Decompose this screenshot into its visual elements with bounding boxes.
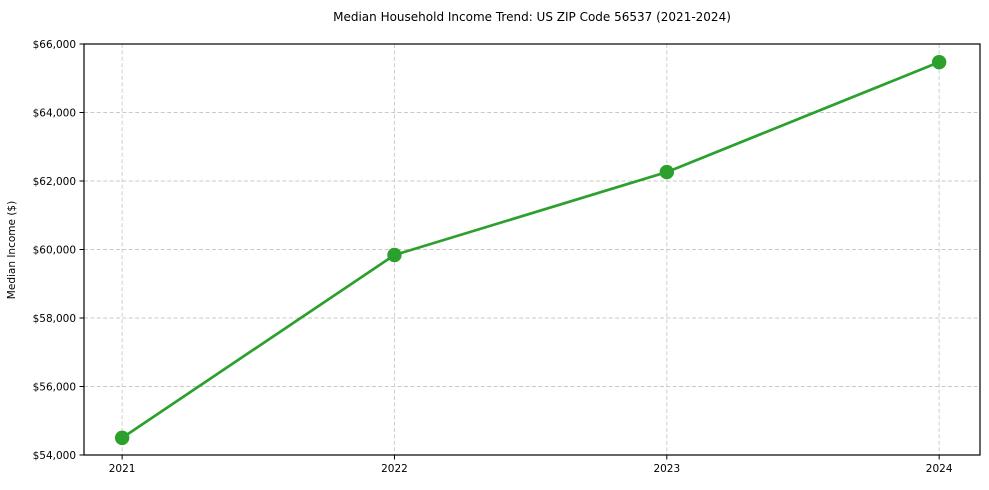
data-point-2021 [114, 430, 130, 446]
x-tick-label: 2024 [926, 463, 953, 475]
y-tick-label: $60,000 [33, 244, 76, 256]
y-tick-label: $56,000 [33, 381, 76, 393]
series-layer [114, 54, 947, 446]
data-point-2022 [387, 247, 402, 263]
tick-layer: $54,000 $56,000 $58,000 $60,000 $62,000 $64,0… [33, 39, 953, 475]
data-point-2023 [659, 164, 675, 180]
y-tick-label: $58,000 [33, 313, 76, 325]
y-axis-label: Median Income ($) [6, 201, 18, 299]
x-tick-label: 2021 [109, 463, 136, 475]
data-point-2024 [931, 54, 947, 70]
chart-title: Median Household Income Trend: US ZIP Co… [333, 10, 731, 24]
y-tick-label: $62,000 [33, 176, 76, 188]
grid-layer [84, 43, 980, 456]
x-tick-label: 2023 [653, 463, 680, 475]
x-tick-label: 2022 [381, 463, 408, 475]
y-tick-label: $54,000 [33, 450, 76, 462]
y-tick-label: $66,000 [33, 39, 76, 51]
trend-line [120, 60, 941, 440]
plot-layers: $54,000 $56,000 $58,000 $60,000 $62,000 $64,0… [33, 39, 981, 475]
y-tick-label: $64,000 [33, 107, 76, 119]
